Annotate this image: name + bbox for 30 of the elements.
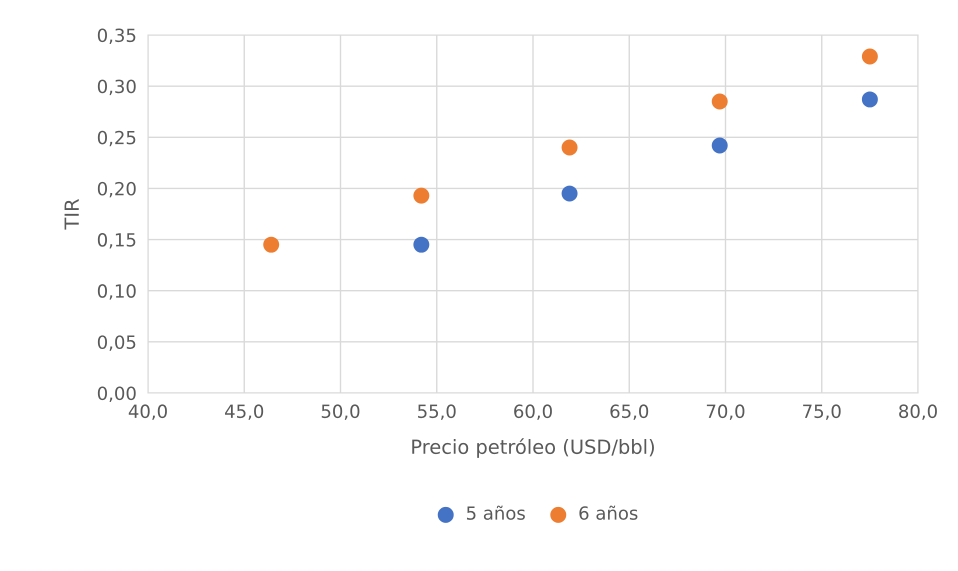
y-tick-label: 0,20 bbox=[98, 182, 136, 198]
x-tick-label: 50,0 bbox=[322, 404, 360, 420]
x-tick-label: 80,0 bbox=[899, 404, 937, 420]
point bbox=[413, 188, 430, 204]
x-axis-title: Precio petróleo (USD/bbl) bbox=[412, 438, 654, 458]
point bbox=[263, 236, 280, 253]
legend-label: 5 años bbox=[466, 506, 525, 520]
point bbox=[562, 140, 578, 156]
x-tick-label: 60,0 bbox=[514, 404, 552, 420]
y-tick-label: 0,10 bbox=[98, 284, 136, 300]
y-tick-label: 0,30 bbox=[98, 80, 136, 96]
y-tick-label: 0,15 bbox=[98, 233, 136, 249]
y-tick-label: 0,05 bbox=[98, 335, 136, 351]
y-axis-title: TIR bbox=[64, 199, 79, 230]
point bbox=[862, 91, 878, 108]
x-tick-label: 70,0 bbox=[706, 404, 744, 420]
y-tick-label: 0,00 bbox=[98, 386, 136, 402]
point bbox=[562, 186, 578, 202]
point bbox=[413, 236, 430, 253]
x-tick-label: 65,0 bbox=[610, 404, 648, 420]
y-tick-label: 0,35 bbox=[98, 28, 136, 44]
y-tick-label: 0,25 bbox=[98, 130, 136, 146]
x-tick-label: 40,0 bbox=[128, 404, 167, 420]
point bbox=[712, 137, 728, 154]
legend-label: 6 años bbox=[579, 506, 638, 520]
x-tick-label: 45,0 bbox=[225, 404, 264, 420]
x-tick-label: 55,0 bbox=[418, 404, 456, 420]
point bbox=[712, 94, 728, 110]
point bbox=[862, 48, 878, 64]
x-tick-label: 75,0 bbox=[803, 404, 841, 420]
